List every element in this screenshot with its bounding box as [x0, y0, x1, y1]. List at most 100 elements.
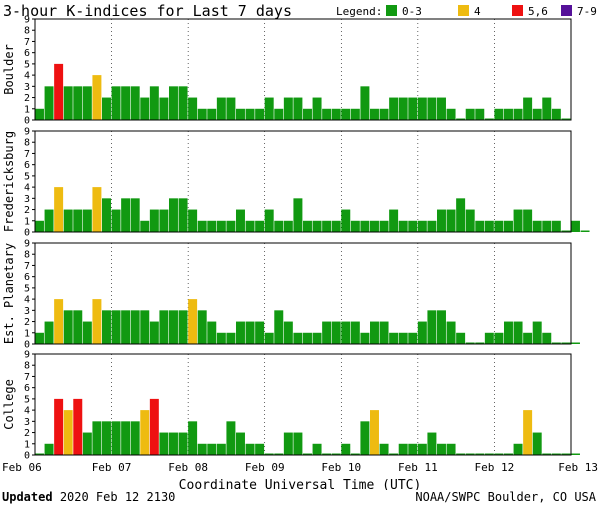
panel-label: Fredericksburg	[2, 131, 16, 232]
k-index-bar	[532, 220, 542, 232]
k-index-bar	[236, 108, 245, 120]
k-index-bar	[389, 209, 399, 232]
y-tick-label: 4	[24, 295, 30, 306]
legend-entry: 5,6	[528, 5, 548, 18]
y-tick-label: 6	[24, 272, 30, 283]
k-index-bar	[427, 220, 437, 232]
k-index-bar	[169, 432, 178, 455]
k-index-bar	[274, 453, 284, 455]
legend-swatch	[386, 5, 397, 16]
k-index-bar	[35, 220, 44, 232]
k-index-bar	[571, 453, 580, 455]
k-index-bar	[484, 118, 494, 120]
k-index-bar	[73, 209, 83, 232]
k-index-bar	[293, 432, 303, 455]
k-index-bar	[255, 321, 265, 344]
x-tick-label: Feb 10	[321, 461, 361, 474]
k-index-bar	[551, 108, 561, 120]
k-index-bar	[446, 443, 456, 455]
panel-frame	[34, 242, 572, 345]
k-index-bar	[417, 321, 427, 344]
k-index-bar	[389, 97, 399, 120]
k-index-bar	[255, 443, 265, 455]
k-index-chart: 3-hour K-indices for Last 7 days Legend:…	[2, 2, 598, 490]
k-index-bar	[92, 75, 102, 120]
k-index-bar	[484, 453, 494, 455]
k-index-bar	[226, 97, 236, 120]
k-index-bar	[207, 220, 217, 232]
k-index-bar	[140, 97, 150, 120]
k-index-bar	[159, 310, 169, 344]
k-index-bar	[149, 398, 159, 455]
k-index-bar	[159, 97, 169, 120]
k-index-bar	[379, 220, 389, 232]
y-tick-label: 2	[24, 428, 30, 439]
k-index-bar	[303, 220, 312, 232]
k-index-bar	[44, 209, 54, 232]
y-tick-label: 5	[24, 59, 30, 70]
legend-swatch	[561, 5, 572, 16]
k-index-bar	[207, 321, 217, 344]
k-index-bar	[159, 209, 169, 232]
k-index-bar	[264, 209, 274, 232]
y-tick-label: 3	[24, 306, 30, 317]
k-index-bar	[370, 220, 379, 232]
k-index-bar	[303, 108, 312, 120]
y-tick-label: 0	[24, 451, 30, 462]
k-index-bar	[360, 332, 370, 344]
k-index-bar	[456, 198, 466, 232]
k-index-bar	[35, 108, 44, 120]
legend-label: Legend:	[336, 5, 382, 18]
k-index-bar	[437, 209, 446, 232]
legend-entry: 0-3	[402, 5, 422, 18]
x-tick-label: Feb 12	[475, 461, 515, 474]
chart-panels: 0123456789Boulder0123456789Fredericksbur…	[2, 15, 590, 462]
k-index-bar	[513, 209, 523, 232]
k-index-bar	[303, 453, 312, 455]
y-tick-label: 3	[24, 417, 30, 428]
y-tick-label: 2	[24, 205, 30, 216]
y-tick-label: 3	[24, 82, 30, 93]
k-index-bar	[571, 342, 580, 344]
k-index-bar	[398, 97, 408, 120]
k-index-bar	[494, 332, 504, 344]
k-index-bar	[456, 118, 466, 120]
y-tick-label: 8	[24, 138, 30, 149]
k-index-bar	[523, 332, 533, 344]
k-index-bar	[169, 310, 178, 344]
k-index-bar	[245, 321, 255, 344]
k-index-bar	[92, 187, 102, 232]
k-index-bar	[350, 220, 360, 232]
k-index-bar	[121, 86, 131, 120]
k-index-bar	[379, 108, 389, 120]
k-index-bar	[360, 86, 370, 120]
y-tick-label: 4	[24, 71, 30, 82]
k-index-bar	[437, 310, 446, 344]
k-index-bar	[197, 310, 207, 344]
legend-entry: 7-9	[577, 5, 597, 18]
k-index-bar	[437, 97, 446, 120]
k-index-bar	[245, 220, 255, 232]
k-index-bar	[341, 321, 351, 344]
k-index-bar	[35, 332, 44, 344]
k-index-bar	[417, 443, 427, 455]
k-index-bar	[54, 398, 64, 455]
panel-frame	[34, 18, 572, 121]
y-tick-label: 8	[24, 361, 30, 372]
k-index-bar	[149, 209, 159, 232]
k-index-bar	[523, 209, 533, 232]
panel-label: College	[2, 379, 16, 430]
y-tick-label: 8	[24, 250, 30, 261]
k-index-bar	[283, 321, 293, 344]
k-index-bar	[82, 321, 92, 344]
k-index-bar	[169, 86, 178, 120]
k-index-bar	[149, 86, 159, 120]
k-index-bar	[341, 443, 351, 455]
k-index-bar	[465, 209, 475, 232]
k-index-bar	[130, 198, 140, 232]
k-index-bar	[293, 198, 303, 232]
k-index-bar	[408, 220, 418, 232]
k-index-bar	[331, 220, 341, 232]
k-index-bar	[312, 220, 322, 232]
k-index-bar	[197, 220, 207, 232]
